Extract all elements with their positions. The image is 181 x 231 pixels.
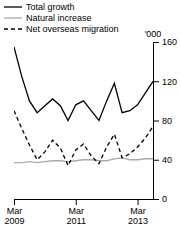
- line: [14, 158, 153, 163]
- tick-label: 0: [162, 194, 167, 204]
- tick-mark: [138, 199, 139, 205]
- tick-label: Mar2013: [128, 206, 148, 226]
- x-axis: Mar2009 Mar2011 Mar2013: [4, 199, 153, 226]
- legend-entry: Total growth: [4, 2, 75, 12]
- y-axis: 0 40 80 120 160: [153, 37, 177, 204]
- tick-label: Mar2009: [4, 206, 24, 226]
- tick-mark: [153, 42, 159, 43]
- tick-mark: [14, 199, 15, 205]
- plot-area: [14, 47, 153, 166]
- tick: 80: [153, 116, 172, 126]
- tick-mark: [153, 160, 159, 161]
- tick-label: 160: [162, 37, 177, 47]
- tick: 0: [153, 194, 167, 204]
- legend-label: Total growth: [26, 2, 75, 12]
- legend-label: Natural increase: [26, 13, 92, 23]
- tick-mark: [153, 121, 159, 122]
- axis-line: [15, 199, 154, 200]
- tick: 40: [153, 155, 172, 165]
- line: [14, 47, 153, 121]
- legend-entry: Natural increase: [4, 13, 92, 23]
- legend-label: Net overseas migration: [26, 24, 119, 34]
- chart: 0 40 80 120 160 Mar2009 Mar2011 Mar2013 Total gr…: [0, 0, 181, 231]
- legend-swatch: [4, 17, 22, 18]
- tick-label: Mar2011: [67, 206, 86, 226]
- tick: Mar2011: [67, 199, 86, 226]
- tick-label: 120: [162, 77, 177, 87]
- tick: Mar2009: [4, 199, 24, 226]
- tick-mark: [153, 199, 159, 200]
- line: [14, 111, 153, 166]
- tick: Mar2013: [128, 199, 148, 226]
- legend: Total growthNatural increaseNet overseas…: [4, 2, 119, 34]
- tick-label: 80: [162, 116, 172, 126]
- tick-mark: [153, 81, 159, 82]
- axis-title: '000: [145, 29, 162, 39]
- legend-swatch: [4, 6, 22, 7]
- legend-entry: Net overseas migration: [4, 24, 119, 34]
- tick-mark: [76, 199, 77, 205]
- tick-label: 40: [162, 155, 172, 165]
- legend-swatch: [4, 28, 22, 29]
- tick: 120: [153, 77, 177, 87]
